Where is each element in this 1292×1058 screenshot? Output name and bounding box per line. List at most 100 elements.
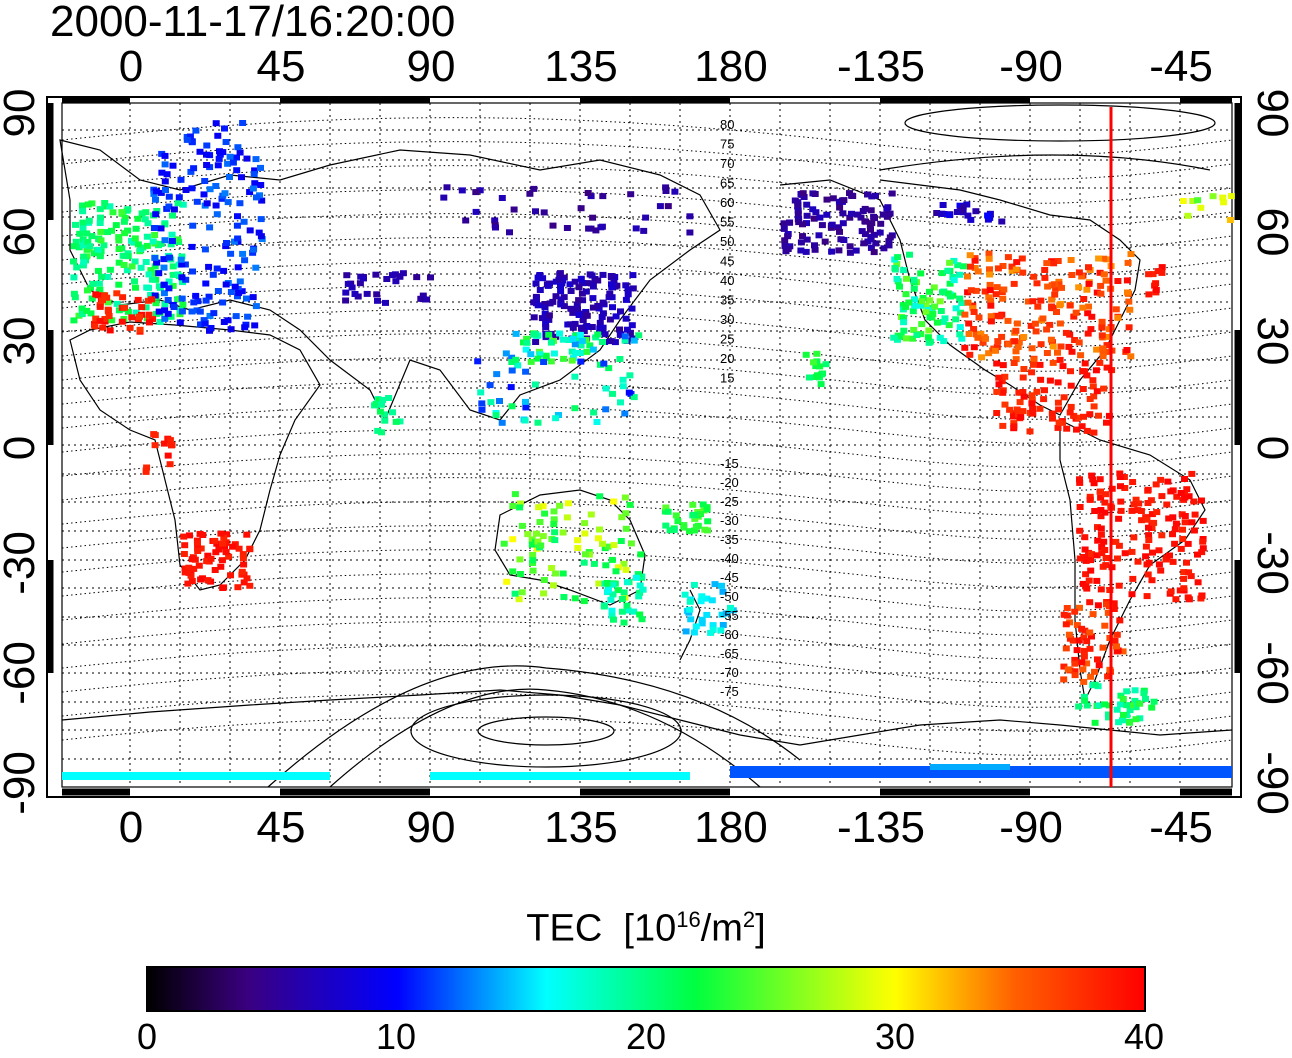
tec-point — [162, 187, 169, 193]
tec-point — [823, 211, 831, 218]
tec-point — [1150, 698, 1158, 705]
tec-point — [1012, 327, 1020, 334]
tec-point — [594, 277, 602, 284]
tec-point — [917, 302, 925, 309]
tec-point — [1136, 715, 1144, 722]
tec-point — [1076, 555, 1084, 562]
tec-point — [516, 500, 524, 507]
tec-point — [1181, 494, 1189, 501]
tec-point — [1004, 254, 1012, 261]
tec-point — [1080, 634, 1088, 641]
tec-point — [363, 290, 371, 297]
tec-point — [203, 200, 211, 207]
tec-point — [609, 591, 617, 598]
tec-point — [190, 165, 198, 172]
x-tick-top-0: 0 — [118, 42, 144, 91]
tec-point — [975, 314, 983, 321]
tec-point — [542, 354, 550, 361]
tec-point — [877, 220, 885, 227]
tec-point — [559, 336, 567, 343]
tec-point — [182, 187, 190, 193]
tec-point — [518, 522, 526, 529]
tec-point — [662, 522, 670, 529]
tec-point — [220, 319, 228, 325]
tec-point — [165, 285, 173, 292]
tec-point — [559, 529, 567, 536]
tec-point — [234, 213, 241, 220]
tec-point — [183, 136, 191, 143]
tec-point — [1123, 347, 1131, 353]
tec-point — [215, 155, 223, 162]
tec-point — [981, 288, 989, 295]
tec-point — [1015, 389, 1023, 396]
tec-point — [941, 315, 949, 322]
tec-point — [1079, 368, 1087, 375]
tec-point — [224, 199, 232, 206]
tec-point — [900, 327, 908, 334]
tec-point — [613, 282, 621, 289]
tec-point — [1049, 415, 1056, 422]
tec-point — [681, 591, 689, 598]
tec-point — [890, 334, 898, 341]
tec-point — [599, 271, 607, 278]
tec-point — [179, 201, 187, 208]
tec-point — [1187, 573, 1195, 580]
tec-point — [581, 520, 589, 527]
tec-point — [590, 560, 598, 567]
tec-point — [719, 588, 727, 595]
tec-point — [964, 299, 972, 306]
tec-point — [606, 290, 614, 297]
contour-label: 50 — [720, 234, 734, 249]
tec-point — [986, 266, 993, 273]
tec-point — [203, 557, 211, 564]
tec-point — [630, 337, 638, 344]
magnetic-latitude-contour — [61, 501, 1233, 540]
tec-point — [1075, 339, 1083, 346]
tec-data-points — [62, 120, 1235, 780]
magnetic-latitude-contour — [61, 693, 1233, 732]
tec-point — [119, 294, 127, 301]
tec-point — [1172, 596, 1180, 603]
tec-point — [619, 376, 627, 383]
tec-point — [79, 219, 87, 226]
tec-point — [1054, 379, 1062, 386]
tec-point — [1095, 412, 1102, 419]
tec-point — [212, 120, 220, 127]
tec-band — [730, 766, 1232, 778]
tec-point — [186, 133, 194, 140]
tec-point — [569, 335, 577, 342]
tec-point — [70, 258, 77, 265]
colorbar-tick-3: 30 — [874, 1016, 916, 1057]
tec-point — [1001, 401, 1009, 408]
tec-point — [1075, 703, 1083, 710]
tec-point — [614, 564, 622, 571]
tec-point — [950, 277, 958, 284]
tec-point — [149, 238, 157, 245]
tec-point — [184, 580, 192, 587]
tec-point — [550, 521, 558, 528]
tec-point — [903, 275, 910, 282]
contour-label: 65 — [720, 176, 734, 191]
tec-point — [632, 225, 640, 232]
tec-point — [511, 590, 519, 597]
tec-point — [786, 219, 793, 226]
tec-point — [1138, 517, 1146, 524]
tec-point — [1073, 426, 1080, 433]
tec-point — [1184, 540, 1192, 547]
tec-point — [508, 354, 516, 361]
tec-point — [1055, 281, 1063, 288]
tec-point — [864, 191, 871, 198]
tec-point — [512, 356, 520, 363]
tec-point — [630, 608, 638, 615]
tec-point — [474, 358, 482, 365]
tec-point — [867, 233, 875, 240]
tec-point — [579, 280, 586, 287]
tec-point — [101, 200, 109, 206]
tec-point — [211, 537, 219, 544]
tec-point — [534, 274, 542, 281]
tec-point — [186, 532, 193, 539]
tec-point — [155, 283, 163, 290]
tec-point — [1091, 681, 1099, 688]
tec-point — [1180, 585, 1188, 592]
tec-point — [1100, 385, 1108, 392]
